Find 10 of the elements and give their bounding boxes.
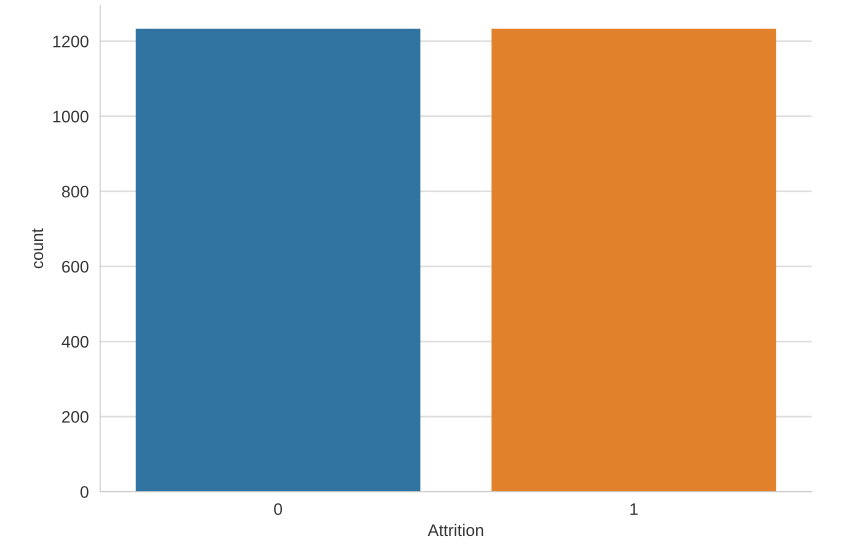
y-tick-label: 200 bbox=[62, 411, 88, 423]
y-tick-label: 400 bbox=[62, 336, 88, 348]
y-tick-label: 1200 bbox=[53, 36, 88, 48]
y-tick-label: 800 bbox=[62, 186, 88, 198]
y-tick-label: 1000 bbox=[53, 110, 88, 122]
x-tick-label: 1 bbox=[630, 503, 638, 515]
x-axis-title: Attrition bbox=[428, 524, 484, 536]
y-axis-title: count bbox=[32, 228, 44, 268]
y-tick-label: 0 bbox=[80, 486, 88, 498]
y-tick-label: 600 bbox=[62, 260, 88, 273]
